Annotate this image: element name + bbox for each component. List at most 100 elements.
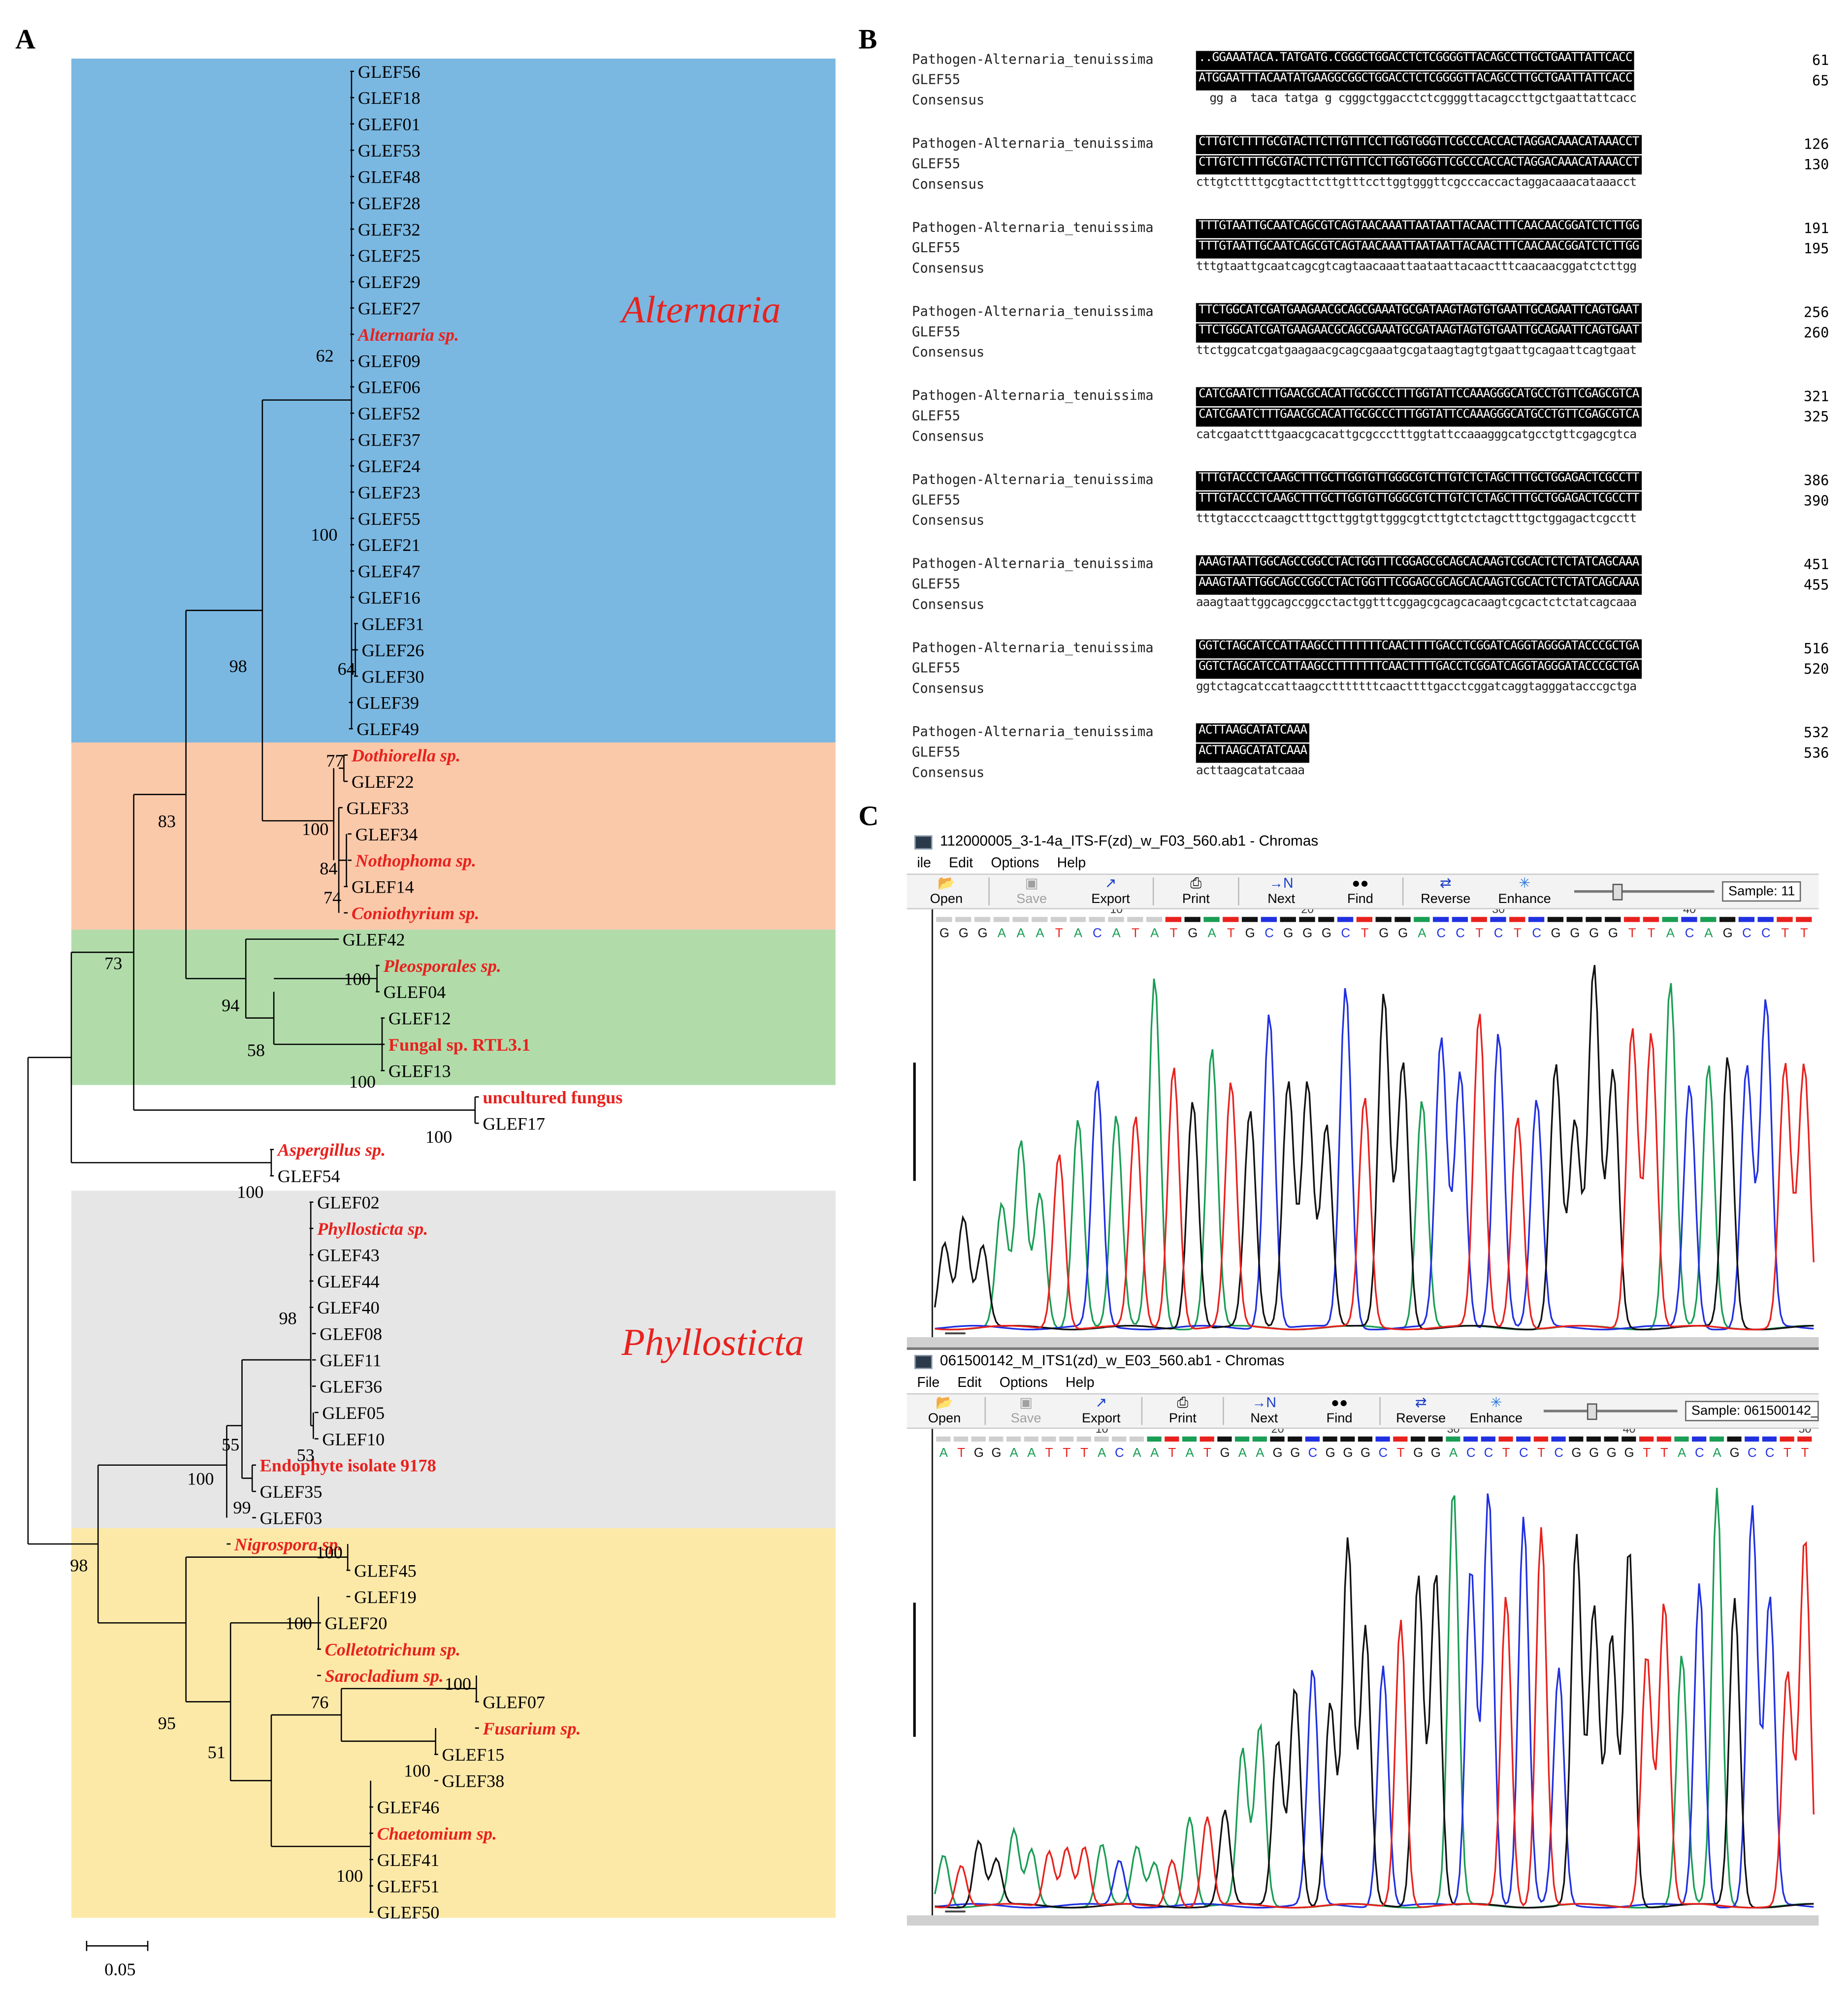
enhance-button[interactable]: ✳ Enhance	[1469, 1395, 1523, 1426]
position-number: 536	[1803, 745, 1829, 762]
quality-bar	[1041, 1436, 1056, 1442]
scale-slider[interactable]	[1574, 884, 1715, 900]
bootstrap-value: 62	[316, 346, 333, 366]
aligned-sequence: CTTGTCTTTTGCGTACTTCTTGTTTCCTTGGTGGGTTCGC…	[1196, 135, 1642, 154]
alignment-row: GLEF55 TTCTGGCATCGATGAAGAACGCAGCGAAATGCGA…	[912, 323, 1829, 344]
bootstrap-value: 98	[229, 656, 247, 676]
save-button[interactable]: ▣ Save	[1010, 1395, 1041, 1426]
leaf-label: GLEF40	[317, 1298, 380, 1318]
vertical-scrollbar[interactable]	[907, 909, 933, 1348]
base-call: C	[1519, 1446, 1528, 1460]
leaf-label: uncultured fungus	[483, 1088, 622, 1107]
enhance-button[interactable]: ✳ Enhance	[1498, 875, 1551, 906]
leaf-label: GLEF17	[483, 1114, 545, 1133]
vertical-scrollbar[interactable]	[907, 1429, 933, 1926]
quality-bar	[1639, 1436, 1654, 1442]
scale-slider[interactable]	[1544, 1403, 1678, 1420]
base-call: C	[1532, 927, 1541, 940]
horizontal-scrollbar[interactable]	[907, 1915, 1819, 1926]
printer-icon: ⎙	[1177, 1395, 1189, 1411]
quality-bar	[1490, 917, 1506, 922]
base-call: G	[1730, 1446, 1740, 1460]
menu-edit[interactable]: Edit	[949, 856, 973, 871]
open-button[interactable]: 📂 Open	[928, 1395, 961, 1426]
menu-help[interactable]: Help	[1057, 856, 1086, 871]
aligned-sequence: TTTGTACCCTCAAGCTTTGCTTGGTGTTGGGCGTCTTGTC…	[1196, 491, 1642, 511]
base-call: A	[1017, 927, 1026, 940]
base-call: T	[1397, 1446, 1405, 1460]
quality-bar	[1780, 1436, 1794, 1442]
aligned-sequence: GGTCTAGCATCCATTAAGCCTTTTTTTCAACTTTTGACCT…	[1196, 639, 1642, 659]
sample-field: Sample: 11	[1722, 881, 1802, 902]
find-button[interactable]: ●● Find	[1347, 875, 1373, 906]
menu-help[interactable]: Help	[1066, 1375, 1095, 1391]
quality-bar	[1261, 917, 1277, 922]
export-button[interactable]: ↗ Export	[1082, 1395, 1121, 1426]
leaf-label: Alternaria sp.	[357, 325, 459, 345]
sequence-name: Consensus	[912, 765, 985, 781]
alignment-row: GLEF55 TTTGTAATTGCAATCAGCGTCAGTAACAAATTAA…	[912, 239, 1829, 259]
base-call: G	[1245, 927, 1255, 940]
leaf-label: GLEF46	[377, 1798, 440, 1817]
print-button[interactable]: ⎙ Print	[1168, 1395, 1197, 1426]
sequence-name: GLEF55	[912, 577, 961, 592]
alignment-block: Pathogen-Alternaria_tenuissima AAAGTAATTG…	[912, 555, 1829, 640]
binoculars-icon: ●●	[1352, 875, 1369, 891]
leaf-label: GLEF50	[377, 1903, 440, 1923]
menu-file[interactable]: ile	[917, 856, 931, 871]
menu-file[interactable]: File	[917, 1375, 940, 1391]
quality-bar	[1129, 1436, 1144, 1442]
leaf-label: GLEF33	[347, 798, 409, 818]
horizontal-scrollbar[interactable]	[907, 1337, 1819, 1348]
base-call: G	[1273, 1446, 1283, 1460]
consensus-sequence: cttgtcttttgcgtacttcttgtttccttggtgggttcgc…	[1196, 175, 1637, 190]
sequence-alignment: Pathogen-Alternaria_tenuissima ..GGAAATAC…	[912, 51, 1829, 807]
bootstrap-value: 100	[285, 1613, 312, 1633]
base-call: T	[1800, 927, 1808, 940]
quality-bar	[1777, 917, 1793, 922]
quality-bar	[1241, 917, 1258, 922]
alignment-row: GLEF55 GGTCTAGCATCCATTAAGCCTTTTTTTCAACTTT…	[912, 659, 1829, 680]
reverse-button[interactable]: ⇄ Reverse	[1396, 1395, 1446, 1426]
export-button[interactable]: ↗ Export	[1091, 875, 1130, 906]
quality-bar	[1165, 1436, 1179, 1442]
leaf-label: Nigrospora sp.	[234, 1535, 342, 1554]
find-button[interactable]: ●● Find	[1326, 1395, 1353, 1426]
menu-options[interactable]: Options	[999, 1375, 1048, 1391]
bootstrap-value: 83	[158, 811, 176, 831]
band-phyllosticta	[71, 1190, 836, 1528]
leaf-label: GLEF16	[358, 588, 421, 608]
next-button[interactable]: →N Next	[1250, 1395, 1278, 1426]
bootstrap-value: 100	[316, 1543, 342, 1562]
leaf-label: GLEF12	[389, 1009, 451, 1029]
reverse-arrows-icon: ⇄	[1439, 875, 1452, 891]
alignment-block: Pathogen-Alternaria_tenuissima CTTGTCTTTT…	[912, 135, 1829, 219]
export-arrow-icon: ↗	[1104, 875, 1117, 891]
leaf-label: Aspergillus sp.	[277, 1140, 386, 1160]
save-button[interactable]: ▣ Save	[1016, 875, 1047, 906]
base-call: T	[1514, 927, 1522, 940]
quality-bar	[1070, 917, 1086, 922]
sequence-name: GLEF55	[912, 745, 961, 761]
aligned-sequence: GGTCTAGCATCCATTAAGCCTTTTTTTCAACTTTTGACCT…	[1196, 659, 1642, 679]
next-button[interactable]: →N Next	[1267, 875, 1296, 906]
sequence-name: Consensus	[912, 345, 985, 361]
base-call: T	[1475, 927, 1483, 940]
menu-options[interactable]: Options	[991, 856, 1039, 871]
sequence-name: Pathogen-Alternaria_tenuissima	[912, 52, 1154, 68]
position-number: 386	[1803, 472, 1829, 489]
panel-label-c: C	[858, 800, 879, 832]
quality-bar	[1569, 1436, 1584, 1442]
menu-edit[interactable]: Edit	[957, 1375, 982, 1391]
leaf-label: GLEF21	[358, 535, 421, 555]
open-button[interactable]: 📂 Open	[930, 875, 963, 906]
leaf-label: GLEF41	[377, 1850, 440, 1870]
base-call: G	[1723, 927, 1733, 940]
print-button[interactable]: ⎙ Print	[1182, 875, 1210, 906]
aligned-sequence: TTCTGGCATCGATGAAGAACGCAGCGAAATGCGATAAGTA…	[1196, 303, 1642, 322]
trace-C	[935, 988, 1814, 1331]
leaf-label: GLEF05	[322, 1403, 385, 1423]
base-call: C	[1685, 927, 1694, 940]
reverse-button[interactable]: ⇄ Reverse	[1421, 875, 1471, 906]
aligned-sequence: TTTGTACCCTCAAGCTTTGCTTGGTGTTGGGCGTCTTGTC…	[1196, 471, 1642, 490]
